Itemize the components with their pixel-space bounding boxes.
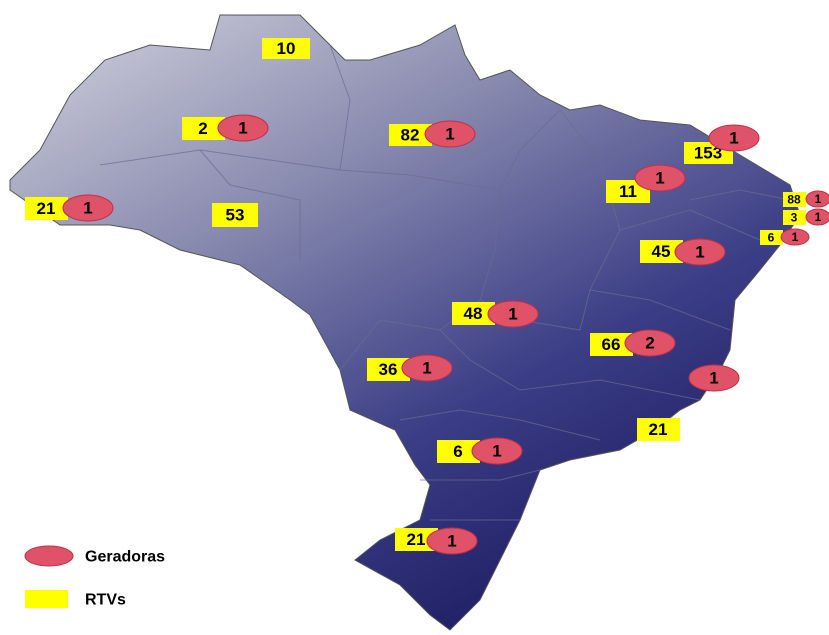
- rtv-box: [590, 333, 633, 356]
- rtv-box: [262, 38, 310, 59]
- geradora-value: 1: [445, 125, 454, 144]
- geradora-ellipse: [424, 120, 476, 148]
- marker: 21 1: [25, 194, 114, 222]
- rtv-box: [452, 302, 495, 325]
- geradora-ellipse: [217, 114, 269, 142]
- geradora-value: 1: [709, 369, 718, 388]
- geradora-value: 1: [695, 243, 704, 262]
- rtv-value: 53: [226, 206, 245, 225]
- rtv-value: 82: [401, 126, 420, 145]
- marker: 6 1: [760, 228, 810, 246]
- rtv-box: [212, 203, 258, 227]
- rtv-value: 45: [652, 242, 671, 261]
- geradora-value: 1: [447, 532, 456, 551]
- geradora-value: 1: [655, 169, 664, 188]
- rtv-box: [783, 192, 806, 207]
- marker: 21 1: [395, 527, 478, 555]
- geradora-ellipse: [62, 194, 114, 222]
- rtv-value: 153: [694, 144, 722, 163]
- marker: 88 1: [783, 190, 829, 208]
- geradora-value: 1: [815, 192, 822, 206]
- rtv-box: [25, 197, 68, 220]
- marker: 48 1: [452, 300, 539, 328]
- marker: 10: [262, 38, 310, 59]
- legend-geradoras-swatch: [24, 545, 74, 567]
- legend-rtvs-label: RTVs: [85, 592, 126, 609]
- geradora-ellipse: [634, 164, 686, 192]
- rtv-value: 10: [277, 39, 296, 58]
- rtv-value: 66: [602, 335, 621, 354]
- rtv-value: 3: [791, 211, 798, 225]
- geradora-ellipse: [401, 354, 453, 382]
- geradora-ellipse: [426, 527, 478, 555]
- rtv-box: [367, 358, 410, 381]
- geradora-value: 1: [422, 359, 431, 378]
- marker: 6 1: [437, 437, 523, 465]
- marker: 21: [637, 418, 680, 441]
- rtv-value: 2: [198, 119, 207, 138]
- rtv-box: [640, 240, 683, 263]
- geradora-value: 1: [492, 442, 501, 461]
- geradora-value: 1: [83, 199, 92, 218]
- geradora-value: 1: [792, 230, 799, 244]
- rtv-box: [637, 418, 680, 441]
- rtv-value: 21: [37, 199, 56, 218]
- geradora-value: 1: [238, 119, 247, 138]
- marker: 53: [212, 203, 258, 227]
- rtv-box: [783, 210, 806, 225]
- geradora-ellipse: [805, 190, 829, 208]
- geradora-ellipse: [780, 228, 810, 246]
- marker: 1: [688, 364, 740, 392]
- geradora-value: 1: [508, 305, 517, 324]
- rtv-value: 36: [379, 360, 398, 379]
- marker: 36 1: [367, 354, 453, 382]
- rtv-box: [389, 124, 432, 146]
- rtv-box: [760, 230, 783, 245]
- marker: 66 2: [590, 329, 676, 357]
- geradora-ellipse: [674, 238, 726, 266]
- geradora-value: 2: [645, 334, 654, 353]
- rtv-box: [437, 440, 480, 463]
- marker: 3 1: [783, 208, 829, 226]
- rtv-value: 6: [453, 442, 462, 461]
- rtv-box: [182, 117, 225, 140]
- rtv-box: [606, 180, 650, 203]
- legend: Geradoras RTVs: [24, 545, 165, 609]
- geradora-value: 1: [815, 210, 822, 224]
- legend-geradoras-label: Geradoras: [85, 549, 165, 566]
- marker: 82 1: [389, 120, 476, 148]
- marker: 2 1: [182, 114, 269, 142]
- rtv-value: 21: [407, 530, 426, 549]
- rtv-value: 11: [619, 182, 637, 201]
- marker: 45 1: [640, 238, 726, 266]
- geradora-ellipse: [471, 437, 523, 465]
- geradora-ellipse: [688, 364, 740, 392]
- geradora-ellipse: [805, 208, 829, 226]
- rtv-value: 88: [787, 193, 801, 207]
- legend-rtvs-swatch: [25, 590, 68, 608]
- rtv-box: [395, 528, 438, 551]
- marker: 153 1: [684, 124, 760, 164]
- geradora-ellipse: [624, 329, 676, 357]
- geradora-value: 1: [729, 129, 738, 148]
- rtv-value: 21: [649, 420, 668, 439]
- geradora-ellipse: [487, 300, 539, 328]
- rtv-value: 48: [464, 304, 483, 323]
- geradora-ellipse: [708, 124, 760, 152]
- rtv-value: 6: [768, 231, 775, 245]
- marker: 11 1: [606, 164, 686, 203]
